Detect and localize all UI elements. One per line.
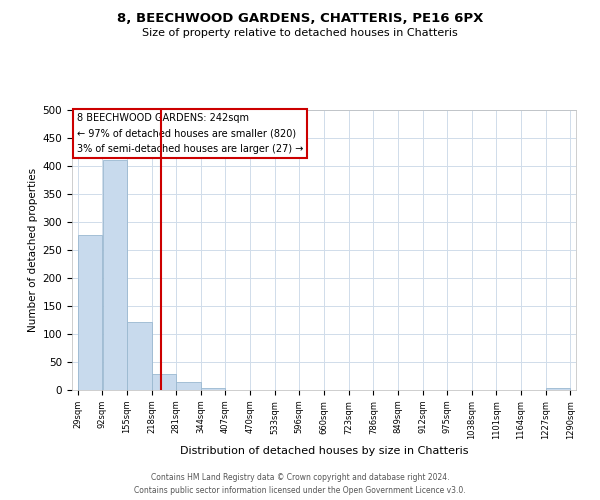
Text: Contains HM Land Registry data © Crown copyright and database right 2024.: Contains HM Land Registry data © Crown c… [151, 472, 449, 482]
Bar [201, 388, 226, 390]
Text: 8 BEECHWOOD GARDENS: 242sqm
← 97% of detached houses are smaller (820)
3% of sem: 8 BEECHWOOD GARDENS: 242sqm ← 97% of det… [77, 113, 304, 154]
Bar [152, 374, 176, 390]
Text: Size of property relative to detached houses in Chatteris: Size of property relative to detached ho… [142, 28, 458, 38]
Bar [78, 235, 103, 390]
Text: Contains public sector information licensed under the Open Government Licence v3: Contains public sector information licen… [134, 486, 466, 495]
Bar [545, 388, 570, 390]
Bar [103, 160, 127, 390]
Bar [176, 382, 201, 390]
Bar [127, 322, 152, 390]
X-axis label: Distribution of detached houses by size in Chatteris: Distribution of detached houses by size … [180, 446, 468, 456]
Text: 8, BEECHWOOD GARDENS, CHATTERIS, PE16 6PX: 8, BEECHWOOD GARDENS, CHATTERIS, PE16 6P… [117, 12, 483, 26]
Y-axis label: Number of detached properties: Number of detached properties [28, 168, 38, 332]
